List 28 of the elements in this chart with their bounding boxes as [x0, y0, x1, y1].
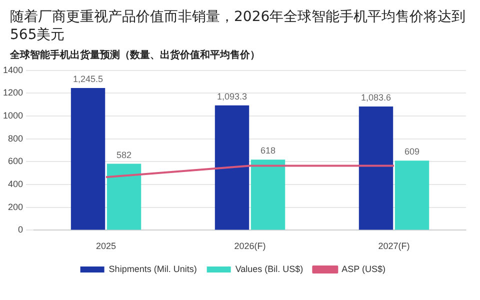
bar [358, 106, 394, 230]
bar [214, 105, 250, 230]
legend-label: ASP (US$) [342, 264, 386, 274]
data-label: 1,093.3 [216, 91, 248, 102]
chart-title: 随着厂商更重视产品价值而非销量，2026年全球智能手机平均售价将达到565美元 [9, 8, 467, 44]
bar [250, 160, 286, 230]
y-tick-label: 800 [8, 133, 24, 144]
x-tick-label: 2026(F) [234, 241, 266, 252]
data-label: 1,245.5 [73, 74, 104, 84]
legend-label: Values (Bil. US$) [235, 264, 304, 274]
legend-label: Shipments (Mil. Units) [108, 264, 197, 274]
x-tick-label: 2027(F) [378, 241, 410, 252]
data-label: 609 [404, 146, 420, 157]
y-tick-label: 1400 [2, 64, 24, 75]
y-tick-label: 1200 [2, 88, 24, 98]
y-tick-label: 200 [8, 202, 24, 212]
bar [394, 160, 430, 230]
bar [106, 164, 142, 230]
y-tick-label: 600 [8, 156, 24, 166]
chart-subtitle: 全球智能手机出货量预测（数量、出货价值和平均售价） [9, 48, 261, 62]
bar [70, 88, 106, 230]
data-label: 582 [116, 150, 132, 160]
y-tick-label: 400 [8, 179, 24, 190]
data-label: 1,083.6 [360, 92, 392, 102]
data-label: 618 [260, 146, 276, 156]
y-tick-label: 1000 [2, 110, 24, 121]
y-tick-label: 0 [18, 224, 24, 235]
x-tick-label: 2025 [96, 241, 116, 252]
